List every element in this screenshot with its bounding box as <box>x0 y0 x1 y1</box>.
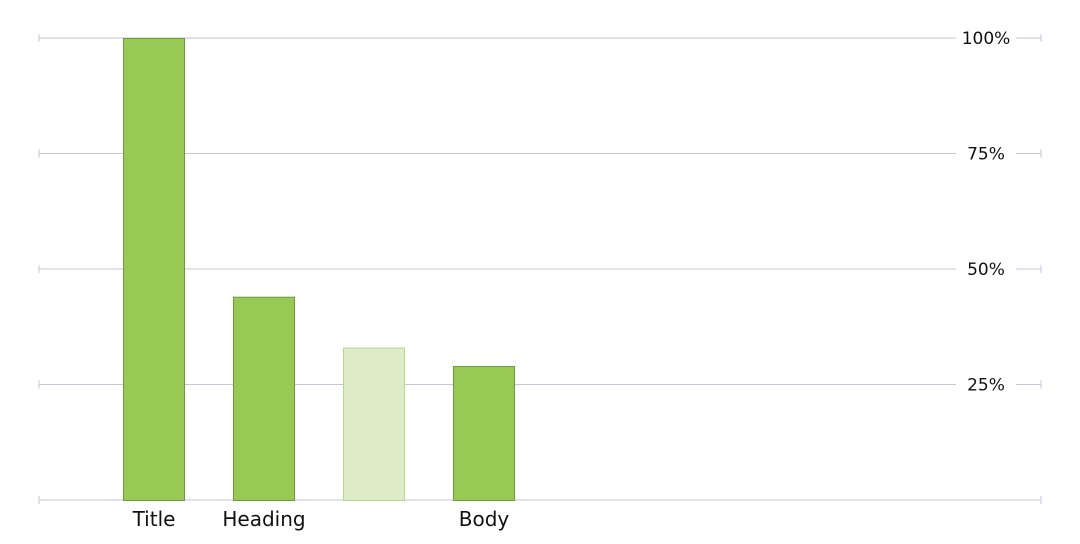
bars <box>123 38 515 502</box>
bar-unlabeled <box>343 347 405 502</box>
gridlines <box>38 34 1042 504</box>
y-tick-label: 100% <box>962 29 1011 49</box>
x-tick-label: Heading <box>222 507 305 531</box>
bar-body <box>453 366 515 501</box>
x-tick-label: Title <box>132 507 176 531</box>
y-tick-label: 25% <box>967 376 1005 396</box>
y-tick-label: 75% <box>967 145 1005 165</box>
y-tick-label: 50% <box>967 260 1005 280</box>
tick-labels: 25% 50% 75% 100% Title Heading Body <box>132 29 1011 531</box>
x-tick-label: Body <box>459 507 510 531</box>
bar-heading <box>233 296 295 501</box>
bar-title <box>123 38 185 501</box>
